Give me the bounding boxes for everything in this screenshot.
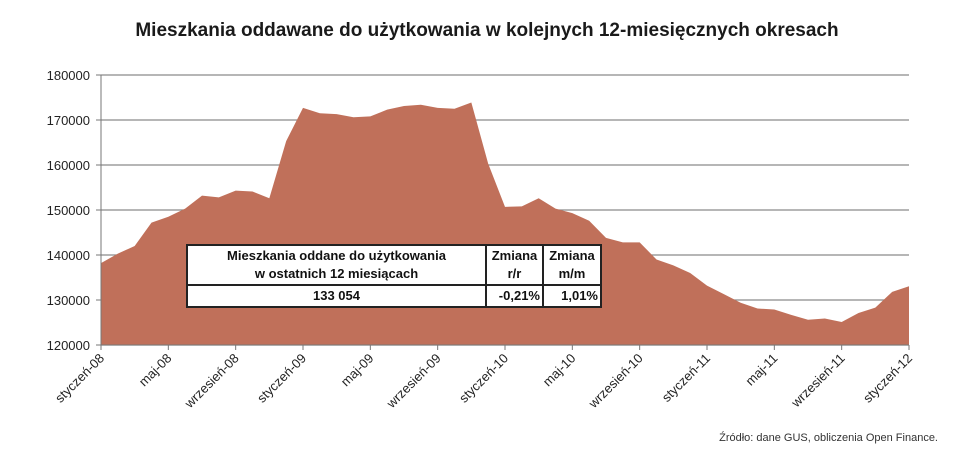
x-tick-label: wrzesień-10 <box>585 351 646 412</box>
x-tick-label: maj-11 <box>742 351 780 389</box>
y-tick-label: 130000 <box>47 293 90 308</box>
source-note: Źródło: dane GUS, obliczenia Open Financ… <box>719 432 938 444</box>
area-series <box>101 102 909 345</box>
x-tick-labels: styczeń-08 maj-08 wrzesień-08 styczeń-09 maj… <box>52 351 915 412</box>
axes <box>96 74 910 350</box>
mom-header-line2: m/m <box>558 266 586 281</box>
yoy-value: -0,21% <box>485 284 544 308</box>
y-tick-labels: 120000 130000 140000 150000 160000 170000 1800… <box>47 68 90 353</box>
y-tick-label: 150000 <box>47 203 90 218</box>
y-tick-label: 170000 <box>47 113 90 128</box>
total-value: 133 054 <box>186 284 487 308</box>
yoy-header-cell: Zmiana r/r <box>485 244 544 286</box>
summary-label-line2: w ostatnich 12 miesiącach <box>254 266 419 281</box>
y-tick-label: 140000 <box>47 248 90 263</box>
x-tick-label: styczeń-10 <box>456 351 511 406</box>
x-tick-label: styczeń-12 <box>860 351 915 406</box>
x-tick-label: styczeń-09 <box>254 351 309 406</box>
x-tick-label: maj-10 <box>540 351 579 390</box>
yoy-header-line1: Zmiana <box>491 248 538 263</box>
x-tick-label: wrzesień-09 <box>383 351 444 412</box>
chart-title: Mieszkania oddawane do użytkowania w kol… <box>135 20 839 41</box>
y-tick-label: 180000 <box>47 68 90 83</box>
x-tick-label: styczeń-11 <box>659 351 713 405</box>
summary-header-row: Mieszkania oddane do użytkowania w ostat… <box>186 244 602 286</box>
x-tick-label: wrzesień-11 <box>788 351 848 411</box>
y-tick-label: 120000 <box>47 338 90 353</box>
summary-label-line1: Mieszkania oddane do użytkowania <box>227 248 446 263</box>
y-tick-label: 160000 <box>47 158 90 173</box>
x-tick-label: maj-09 <box>338 351 377 390</box>
mom-value: 1,01% <box>542 284 602 308</box>
summary-table: Mieszkania oddane do użytkowania w ostat… <box>186 244 602 308</box>
summary-values-row: 133 054 -0,21% 1,01% <box>186 284 602 308</box>
yoy-header-line2: r/r <box>507 266 522 281</box>
x-tick-label: wrzesień-08 <box>181 351 242 412</box>
mom-header-line1: Zmiana <box>549 248 595 263</box>
plot-area <box>101 102 909 345</box>
x-tick-label: maj-08 <box>136 351 175 390</box>
summary-label-cell: Mieszkania oddane do użytkowania w ostat… <box>186 244 487 286</box>
mom-header-cell: Zmiana m/m <box>542 244 602 286</box>
x-tick-label: styczeń-08 <box>52 351 107 406</box>
